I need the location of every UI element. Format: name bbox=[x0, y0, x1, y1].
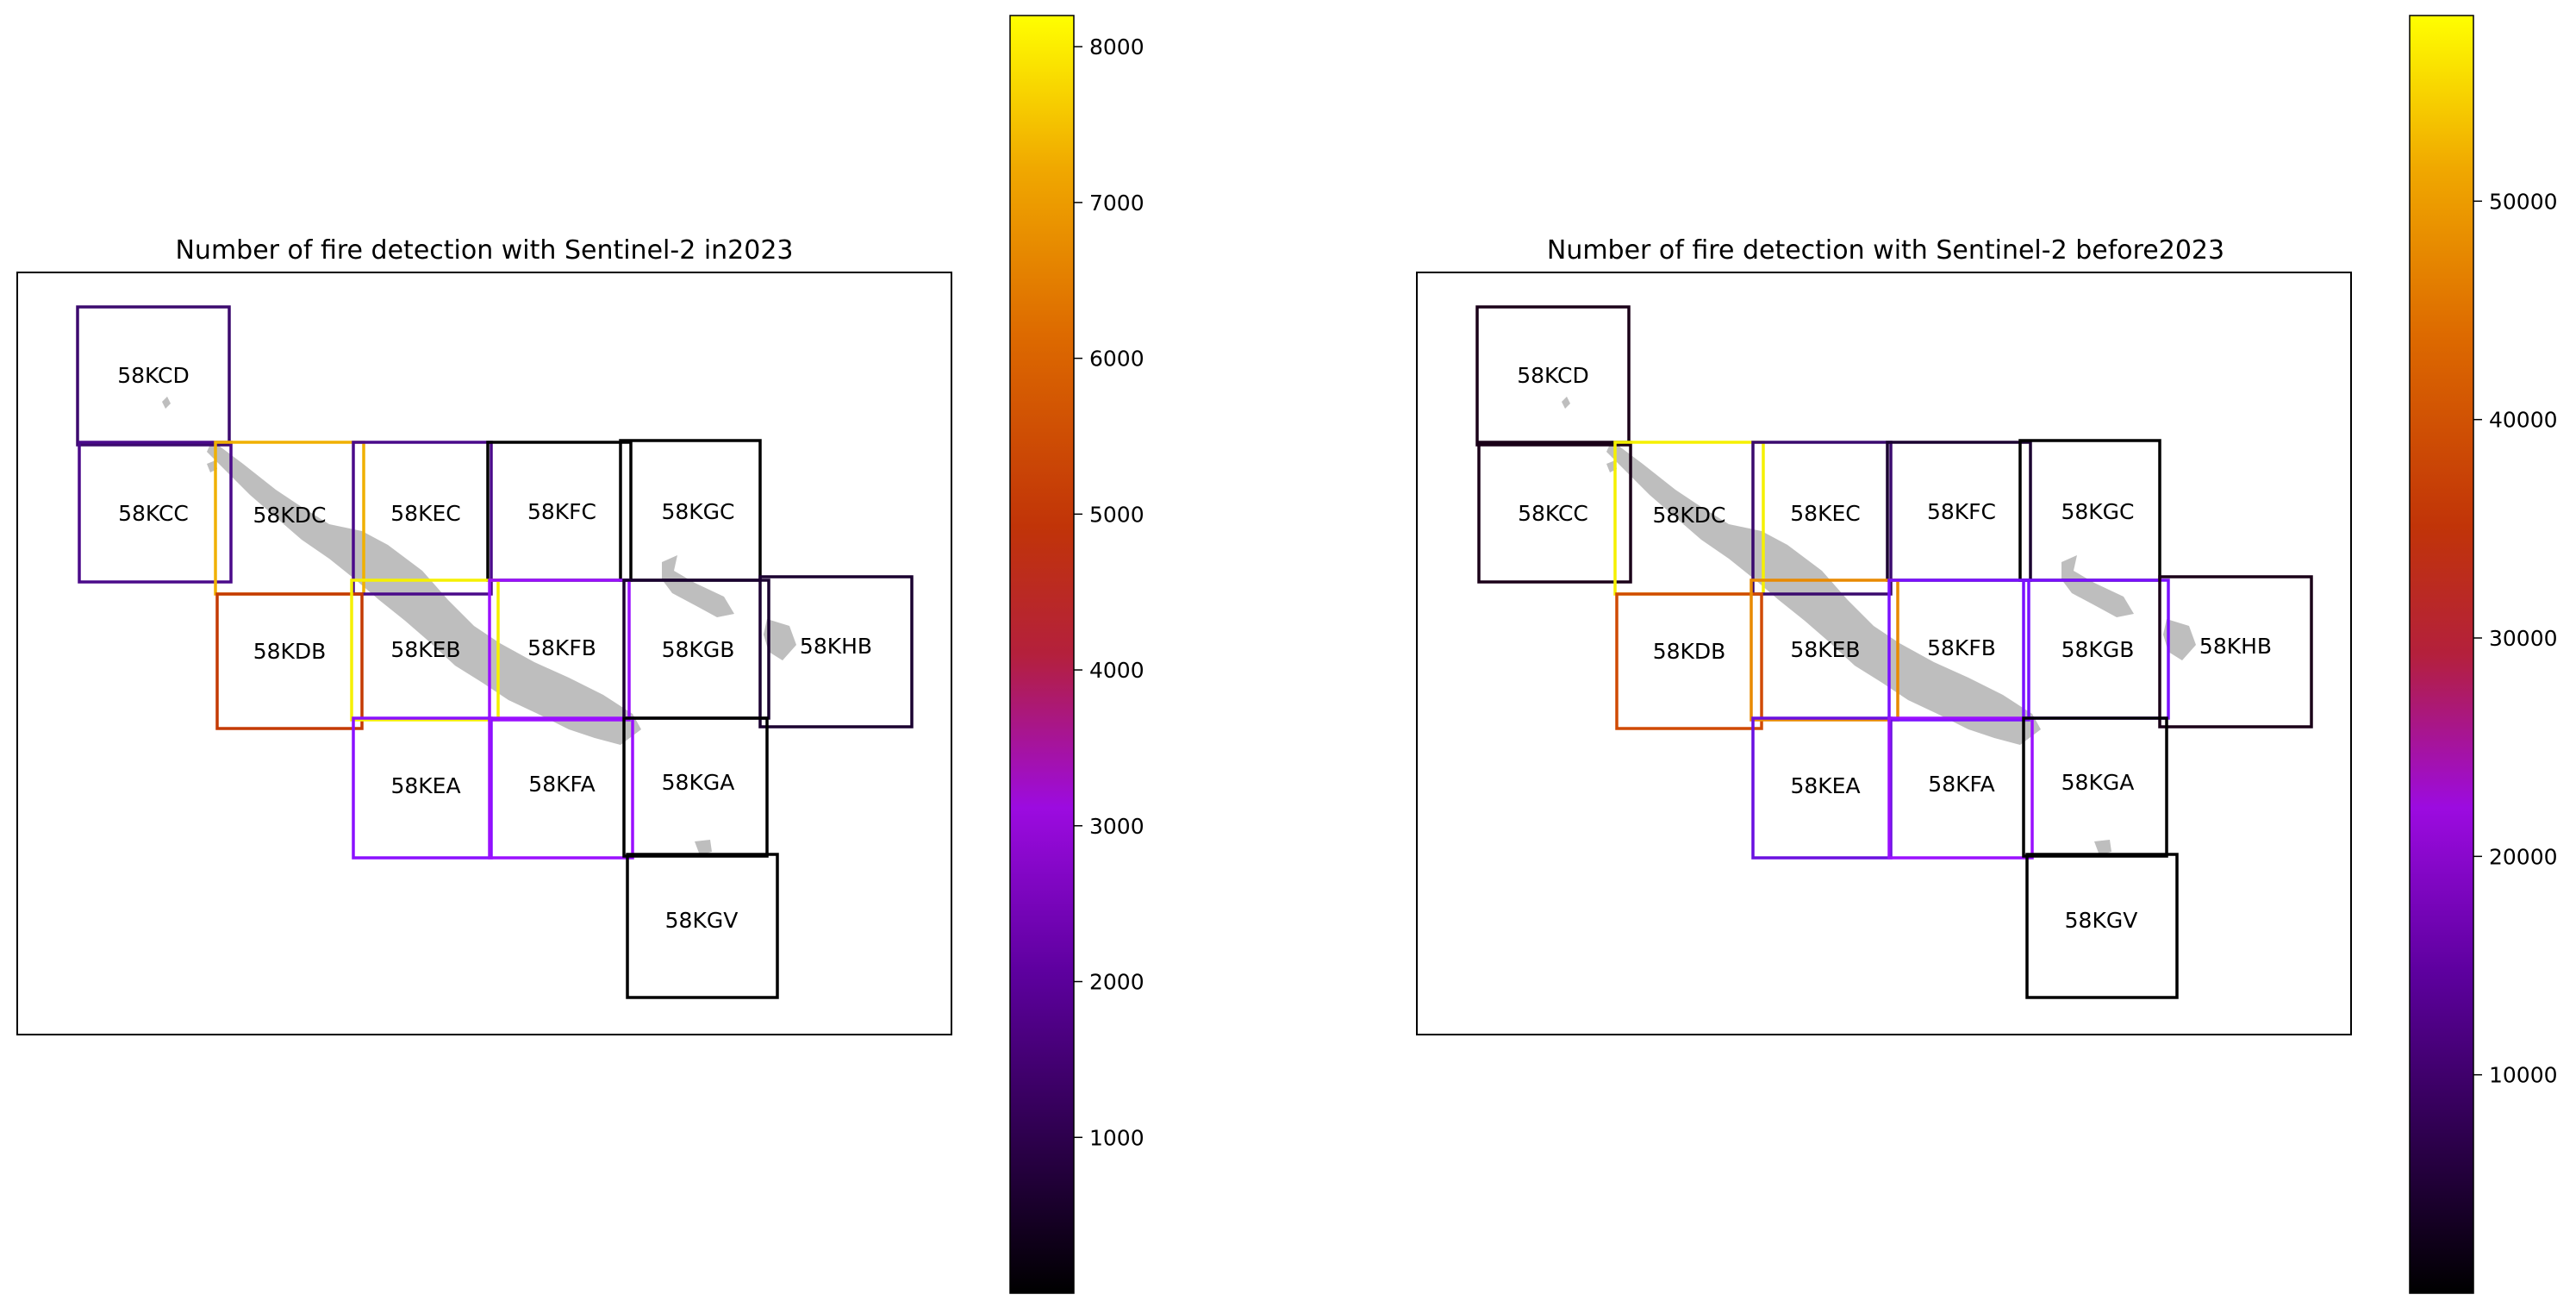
loyalty-island-3 bbox=[695, 840, 712, 855]
tile-outline-58kdb bbox=[1615, 592, 1763, 730]
tile-outline-58kec bbox=[1751, 441, 1893, 596]
tile-outline-58kea bbox=[1751, 716, 1893, 860]
tile-label: 58KDB bbox=[1653, 639, 1726, 664]
loyalty-island-3 bbox=[2094, 840, 2111, 855]
colorbar-tick-label: 50000 bbox=[2489, 189, 2558, 214]
map-panel-2: Number of fire detection with Sentinel-2… bbox=[1416, 235, 2352, 1035]
colorbar-tick-label: 1000 bbox=[1089, 1125, 1145, 1150]
loyalty-island-1 bbox=[662, 555, 734, 617]
colorbar-tick-label: 30000 bbox=[2489, 626, 2558, 651]
tile-label: 58KGC bbox=[2061, 499, 2134, 524]
loyalty-island-2 bbox=[764, 619, 796, 660]
tile-label: 58KCD bbox=[117, 363, 190, 388]
colorbar-tick-label: 3000 bbox=[1089, 814, 1145, 839]
tile-label: 58KFC bbox=[1927, 499, 1996, 524]
tile-outline-58kcd bbox=[1475, 305, 1631, 447]
tile-label: 58KHB bbox=[800, 634, 872, 659]
colorbar-gradient bbox=[1009, 15, 1075, 1294]
colorbar-tick-label: 4000 bbox=[1089, 658, 1145, 683]
tile-label: 58KGB bbox=[2061, 637, 2135, 662]
islet-shape bbox=[162, 397, 217, 472]
colorbar-tick-label: 2000 bbox=[1089, 970, 1145, 995]
tile-label: 58KGA bbox=[2061, 770, 2135, 795]
tile-outline-58kgv bbox=[2025, 853, 2179, 999]
tile-outline-58khb bbox=[2158, 575, 2313, 729]
tile-outline-58kdb bbox=[215, 592, 364, 730]
tile-label: 58KDB bbox=[253, 639, 327, 664]
colorbar-tick-label: 8000 bbox=[1089, 34, 1145, 59]
tile-label: 58KCD bbox=[1517, 363, 1589, 388]
tile-label: 58KGC bbox=[661, 499, 734, 524]
tile-outline-58kgv bbox=[626, 853, 779, 999]
panel-title: Number of fire detection with Sentinel-2… bbox=[175, 235, 793, 266]
tile-label: 58KCC bbox=[1518, 501, 1588, 526]
colorbar-tick-label: 7000 bbox=[1089, 191, 1145, 216]
tile-label: 58KEC bbox=[390, 501, 460, 526]
tile-outline-58kec bbox=[352, 441, 493, 596]
tile-label: 58KGA bbox=[662, 770, 735, 795]
colorbar-gradient bbox=[2409, 15, 2474, 1294]
colorbar: 10000 20000 30000 40000 50000 bbox=[2409, 15, 2558, 1294]
colorbar-tick-label: 40000 bbox=[2489, 408, 2558, 433]
map-panel-1: Number of fire detection with Sentinel-2… bbox=[16, 235, 952, 1035]
tile-label: 58KFA bbox=[1928, 772, 1994, 797]
tile-outline-58kfa bbox=[1887, 716, 2034, 860]
tile-outline-58kfb bbox=[1887, 578, 2030, 722]
tile-label: 58KFB bbox=[1927, 635, 1996, 660]
tile-outline-58kea bbox=[352, 716, 493, 860]
tile-label: 58KEB bbox=[390, 637, 460, 662]
tile-label: 58KFB bbox=[527, 635, 596, 660]
tile-label: 58KCC bbox=[118, 501, 189, 526]
colorbar-tick-label: 10000 bbox=[2489, 1063, 2558, 1088]
tile-label: 58KGV bbox=[2065, 908, 2138, 933]
tile-outline-58kga bbox=[2022, 716, 2168, 858]
islet-shape bbox=[1562, 397, 1617, 472]
tile-outline-58kcd bbox=[76, 305, 231, 447]
tile-outline-58keb bbox=[350, 578, 500, 722]
tile-label: 58KGV bbox=[665, 908, 739, 933]
tile-label: 58KDC bbox=[253, 503, 327, 528]
tile-label: 58KEA bbox=[390, 773, 460, 798]
tile-label: 58KFC bbox=[527, 499, 596, 524]
loyalty-island-2 bbox=[2163, 619, 2196, 660]
tile-outline-58kfb bbox=[488, 578, 631, 722]
colorbar-tick-label: 6000 bbox=[1089, 347, 1145, 372]
colorbar-tick-label: 5000 bbox=[1089, 502, 1145, 527]
tile-outline-58khb bbox=[758, 575, 914, 729]
tile-outline-58kfa bbox=[488, 716, 634, 860]
tile-label: 58KEA bbox=[1790, 773, 1860, 798]
tile-outline-58keb bbox=[1750, 578, 1899, 722]
colorbar-tick-label: 20000 bbox=[2489, 844, 2558, 869]
tile-label: 58KFA bbox=[528, 772, 595, 797]
tile-outline-58kcc bbox=[78, 441, 233, 584]
loyalty-island-1 bbox=[2061, 555, 2134, 617]
tile-label: 58KEC bbox=[1790, 501, 1860, 526]
tile-outline-58kcc bbox=[1477, 441, 1632, 584]
colorbar: 1000 2000 3000 4000 5000 6000 7000 8000 bbox=[1009, 15, 1145, 1294]
tile-label: 58KDC bbox=[1653, 503, 1726, 528]
panel-title: Number of fire detection with Sentinel-2… bbox=[1547, 235, 2224, 266]
tile-label: 58KEB bbox=[1790, 637, 1860, 662]
tile-outline-58kga bbox=[622, 716, 769, 858]
tile-label: 58KGB bbox=[662, 637, 735, 662]
tile-label: 58KHB bbox=[2199, 634, 2272, 659]
